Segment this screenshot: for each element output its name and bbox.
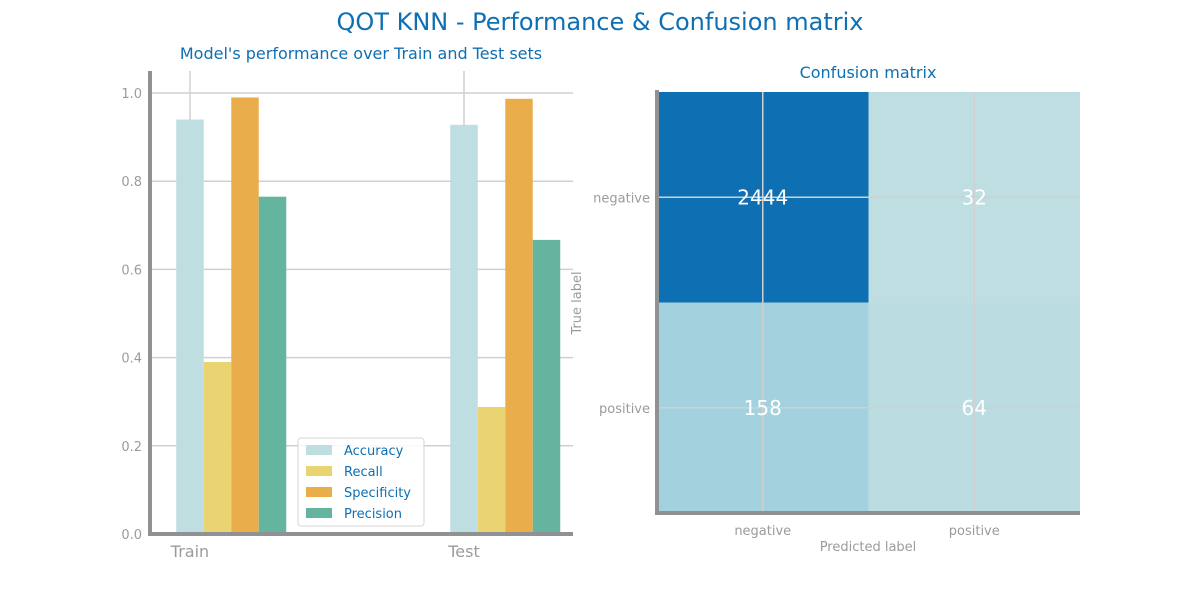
bar-specificity-test (505, 98, 533, 534)
cm-x-tick-label: positive (949, 524, 1000, 539)
cm-value-label: 32 (962, 185, 987, 209)
confusion-matrix-cells (657, 92, 1080, 513)
legend-label-accuracy: Accuracy (344, 444, 404, 459)
bar-x-tick-label: Train (170, 542, 209, 561)
bar-recall-train (203, 362, 232, 534)
cm-value-label: 64 (962, 396, 987, 420)
legend-swatch-precision (306, 508, 332, 518)
confusion-matrix-grid (657, 92, 1080, 513)
legend-box (297, 437, 425, 527)
cm-y-tick-label: negative (593, 191, 650, 206)
bar-precision-train (258, 196, 287, 534)
bar-recall-test (477, 407, 506, 534)
bar-chart-axes (148, 71, 573, 536)
confusion-matrix-chart: Confusion matrix 2444 32 158 64 negative pos… (570, 63, 1080, 555)
legend-label-specificity: Specificity (344, 486, 411, 501)
bar-chart-ticks: 0.0 0.2 0.4 0.6 0.8 1.0 Train Test (121, 87, 479, 561)
bar-chart-bars (176, 97, 561, 534)
legend-label-recall: Recall (344, 465, 383, 480)
confusion-matrix-ylabel: True label (570, 271, 585, 335)
cm-x-tick-label: negative (734, 524, 791, 539)
cm-y-tick-label: positive (599, 402, 650, 417)
cm-value-label: 2444 (737, 185, 788, 209)
confusion-matrix-ticks: negative positive negative positive (593, 191, 1000, 539)
bar-accuracy-train (176, 119, 204, 534)
legend-swatch-specificity (306, 487, 332, 497)
bar-x-tick-label: Test (447, 542, 480, 561)
bar-y-tick-label: 0.8 (121, 175, 142, 190)
confusion-matrix-xlabel: Predicted label (820, 540, 917, 555)
legend-swatch-recall (306, 466, 332, 476)
figure-title: QOT KNN - Performance & Confusion matrix (337, 8, 864, 36)
performance-bar-chart: Model's performance over Train and Test … (121, 44, 573, 561)
legend-swatch-accuracy (306, 445, 332, 455)
bar-y-tick-label: 0.4 (121, 352, 142, 367)
bar-y-tick-label: 0.6 (121, 263, 142, 278)
bar-chart-legend: Accuracy Recall Specificity Precision (297, 437, 425, 527)
bar-chart-title: Model's performance over Train and Test … (180, 44, 542, 63)
confusion-matrix-axes (655, 90, 1080, 515)
bar-accuracy-test (450, 124, 478, 534)
cm-value-label: 158 (744, 396, 782, 420)
bar-y-tick-label: 1.0 (121, 87, 142, 102)
bar-precision-test (532, 239, 561, 534)
legend-label-precision: Precision (344, 507, 402, 522)
bar-y-tick-label: 0.0 (121, 528, 142, 543)
confusion-matrix-title: Confusion matrix (800, 63, 937, 82)
confusion-matrix-cell-labels: 2444 32 158 64 (737, 185, 987, 420)
bar-specificity-train (231, 97, 259, 534)
bar-y-tick-label: 0.2 (121, 440, 142, 455)
